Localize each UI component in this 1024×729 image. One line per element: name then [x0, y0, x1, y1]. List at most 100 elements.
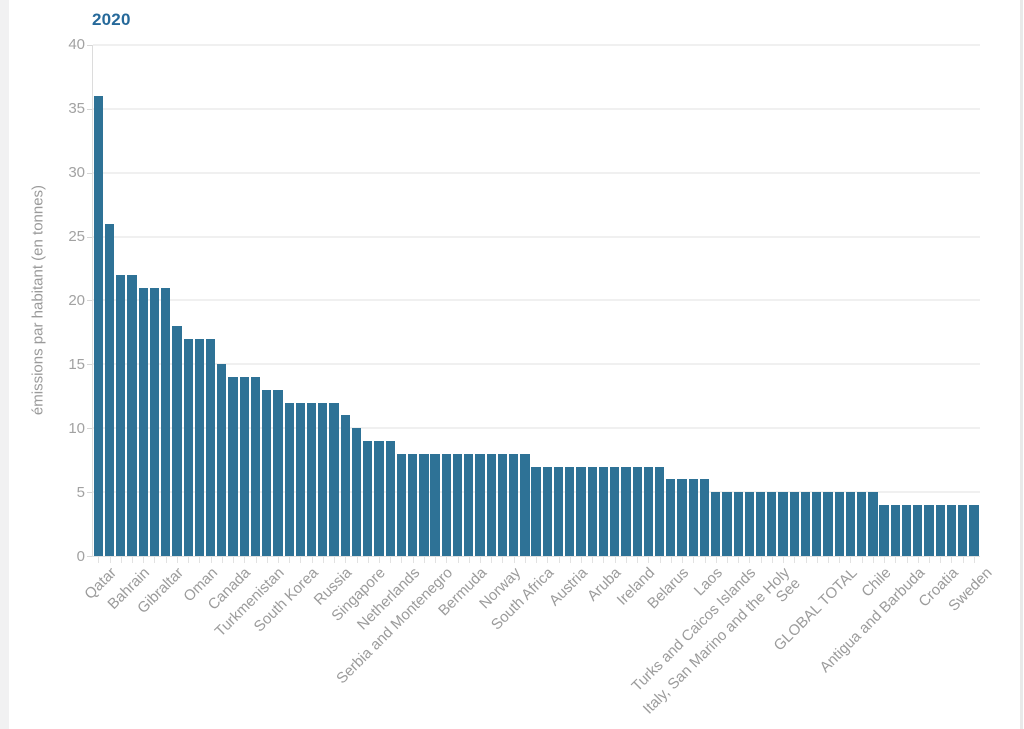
- bar[interactable]: [699, 479, 710, 556]
- bar[interactable]: [228, 377, 238, 556]
- bar[interactable]: [351, 428, 362, 556]
- bar[interactable]: [262, 389, 272, 556]
- bar[interactable]: [587, 466, 597, 556]
- y-axis-tick: [87, 44, 93, 46]
- bar[interactable]: [295, 402, 306, 556]
- bar[interactable]: [755, 492, 766, 556]
- bar[interactable]: [576, 466, 586, 556]
- x-axis-tick: [536, 557, 538, 563]
- y-tick-label: 0: [76, 547, 85, 565]
- page-right-border: [1020, 0, 1023, 729]
- bar[interactable]: [621, 466, 631, 556]
- bar[interactable]: [778, 492, 788, 556]
- bar[interactable]: [733, 492, 743, 556]
- bar[interactable]: [688, 479, 698, 556]
- bar[interactable]: [329, 402, 339, 556]
- gridline: [93, 107, 980, 110]
- bar[interactable]: [464, 453, 474, 556]
- bar[interactable]: [812, 492, 822, 556]
- bar[interactable]: [363, 441, 373, 556]
- bar[interactable]: [509, 453, 519, 556]
- bar[interactable]: [441, 453, 451, 556]
- bar[interactable]: [666, 479, 676, 556]
- bar[interactable]: [284, 402, 294, 556]
- bar[interactable]: [520, 453, 530, 556]
- y-tick-label: 30: [68, 164, 85, 182]
- bar[interactable]: [890, 504, 900, 556]
- bar[interactable]: [654, 466, 665, 556]
- x-axis-tick: [805, 557, 807, 563]
- bar[interactable]: [250, 377, 261, 556]
- bar[interactable]: [823, 492, 833, 556]
- bar[interactable]: [553, 466, 564, 556]
- bar[interactable]: [419, 453, 429, 556]
- bar[interactable]: [800, 492, 811, 556]
- bar[interactable]: [767, 492, 777, 556]
- bar[interactable]: [194, 338, 205, 556]
- bar[interactable]: [946, 504, 957, 556]
- bar[interactable]: [273, 389, 283, 556]
- bar[interactable]: [149, 287, 160, 556]
- bar[interactable]: [632, 466, 642, 556]
- bar[interactable]: [374, 441, 384, 556]
- bar[interactable]: [901, 504, 912, 556]
- bar[interactable]: [598, 466, 609, 556]
- bar[interactable]: [610, 466, 620, 556]
- x-axis-tick: [446, 557, 448, 563]
- x-axis-tick: [749, 557, 751, 563]
- bar[interactable]: [857, 492, 867, 556]
- bar[interactable]: [868, 492, 878, 556]
- bar[interactable]: [161, 287, 171, 556]
- bar[interactable]: [677, 479, 687, 556]
- bar[interactable]: [116, 274, 126, 556]
- bar[interactable]: [318, 402, 328, 556]
- bar[interactable]: [497, 453, 508, 556]
- bar[interactable]: [958, 504, 968, 556]
- bar[interactable]: [396, 453, 407, 556]
- bar[interactable]: [969, 504, 979, 556]
- bar[interactable]: [834, 492, 844, 556]
- bar[interactable]: [643, 466, 654, 556]
- x-axis-tick: [906, 557, 908, 563]
- bar[interactable]: [205, 338, 216, 556]
- bar[interactable]: [127, 274, 137, 556]
- bar[interactable]: [789, 492, 799, 556]
- x-axis-tick: [423, 557, 425, 563]
- bar[interactable]: [879, 504, 889, 556]
- bar[interactable]: [711, 492, 721, 556]
- x-axis-tick: [188, 557, 190, 563]
- bar[interactable]: [172, 326, 182, 556]
- bar[interactable]: [408, 453, 418, 556]
- x-axis-tick: [513, 557, 515, 563]
- bar[interactable]: [531, 466, 541, 556]
- x-axis-tick: [345, 557, 347, 563]
- bar[interactable]: [104, 223, 115, 556]
- bar[interactable]: [542, 466, 552, 556]
- bar[interactable]: [93, 95, 103, 556]
- bar[interactable]: [744, 492, 755, 556]
- bar[interactable]: [935, 504, 945, 556]
- x-axis-tick: [524, 557, 526, 563]
- bar[interactable]: [722, 492, 732, 556]
- bar[interactable]: [183, 338, 193, 556]
- bar[interactable]: [913, 504, 923, 556]
- bar[interactable]: [217, 364, 227, 556]
- bar[interactable]: [239, 377, 249, 556]
- bar[interactable]: [475, 453, 485, 556]
- chart-title-year: 2020: [92, 10, 131, 29]
- bar[interactable]: [138, 287, 148, 556]
- bar[interactable]: [430, 453, 440, 556]
- bar[interactable]: [385, 441, 395, 556]
- x-axis-tick: [390, 557, 392, 563]
- bar[interactable]: [340, 415, 350, 556]
- bar[interactable]: [845, 492, 856, 556]
- bar[interactable]: [452, 453, 463, 556]
- y-axis-line: [92, 44, 93, 556]
- bar[interactable]: [306, 402, 317, 556]
- bar[interactable]: [565, 466, 575, 556]
- y-tick-label: 40: [68, 36, 85, 54]
- x-axis-tick: [98, 557, 100, 563]
- bar[interactable]: [486, 453, 496, 556]
- bar[interactable]: [924, 504, 934, 556]
